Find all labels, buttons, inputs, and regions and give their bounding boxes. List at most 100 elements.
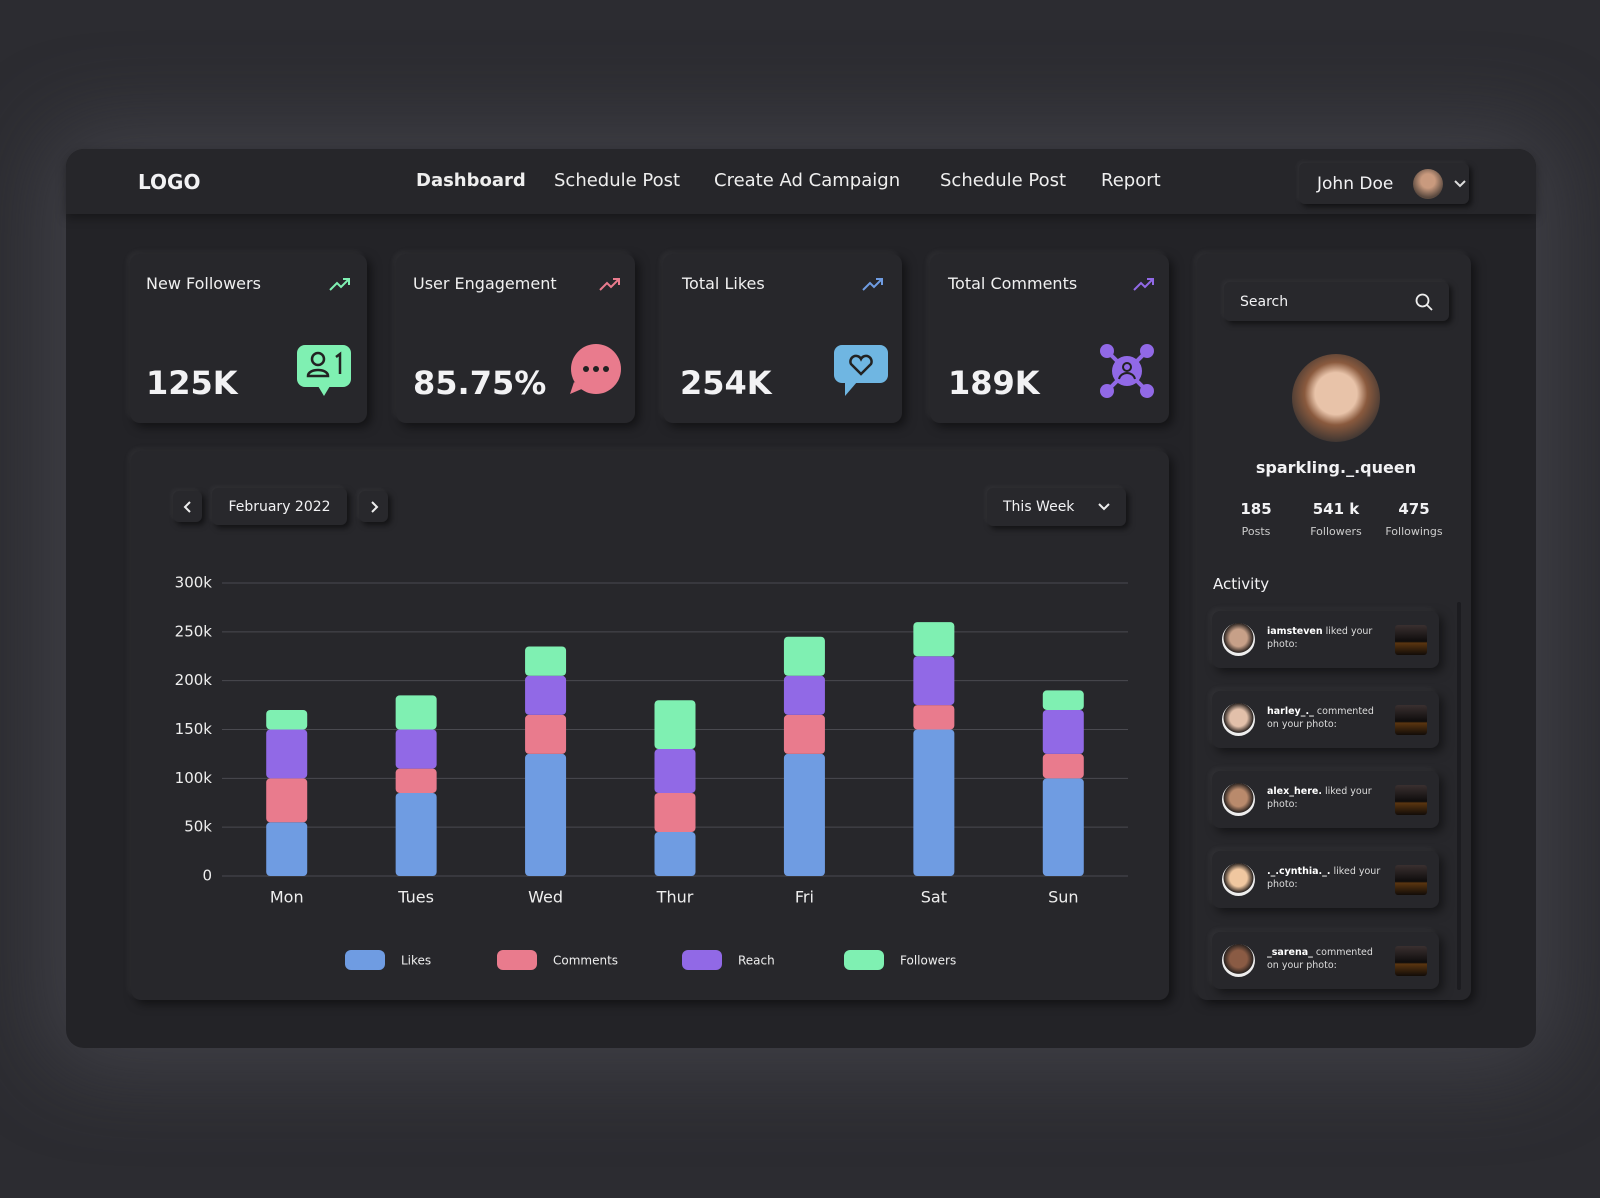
- bar-segment: [783, 714, 825, 754]
- prev-button[interactable]: [173, 491, 202, 522]
- y-tick-label: 150k: [175, 720, 213, 738]
- activity-avatar: [1222, 703, 1255, 736]
- bar-segment: [783, 753, 825, 876]
- bar-segment: [1042, 709, 1084, 754]
- x-tick-label: Mon: [270, 888, 304, 907]
- stat-value: 125K: [146, 364, 238, 402]
- bar-segment: [783, 636, 825, 676]
- range-label: This Week: [1003, 499, 1075, 515]
- stat-value: 85.75%: [413, 364, 547, 402]
- bar-segment: [1042, 778, 1084, 876]
- bar-segment: [395, 729, 437, 769]
- next-button[interactable]: [359, 491, 388, 522]
- trend-icon: [862, 278, 883, 291]
- activity-user: _sarena_: [1267, 947, 1313, 958]
- nav-item[interactable]: Create Ad Campaign: [714, 170, 901, 191]
- bar-segment: [266, 709, 308, 730]
- stat-title: Total Likes: [682, 274, 765, 293]
- trend-icon: [1133, 278, 1154, 291]
- activity-avatar: [1222, 944, 1255, 977]
- activity-item[interactable]: ._.cynthia._. liked your photo:: [1212, 851, 1439, 908]
- header: [66, 149, 1536, 214]
- y-tick-label: 100k: [175, 769, 213, 787]
- activity-user: harley_._: [1267, 706, 1314, 717]
- range-select[interactable]: This Week: [987, 488, 1126, 526]
- activity-photo: [1395, 625, 1427, 655]
- stat-card: User Engagement 85.75%: [396, 254, 635, 423]
- bar-segment: [525, 675, 567, 715]
- user-name: John Doe: [1317, 173, 1394, 194]
- activity-user: ._.cynthia._.: [1267, 866, 1331, 877]
- bar-segment: [913, 622, 955, 657]
- bar-segment: [913, 729, 955, 876]
- bar-segment: [654, 832, 696, 876]
- y-tick-label: 200k: [175, 671, 213, 689]
- activity-action: liked your photo:: [1267, 626, 1373, 650]
- bar-segment: [1042, 690, 1084, 710]
- chevron: [1454, 179, 1467, 187]
- bar-segment: [525, 753, 567, 876]
- nav-item[interactable]: Schedule Post: [940, 170, 1067, 191]
- bar-segment: [654, 749, 696, 793]
- activity-item[interactable]: harley_._ commented on your photo:: [1212, 691, 1439, 748]
- legend-label: Reach: [738, 954, 775, 968]
- profile-stat: 475: [1398, 500, 1430, 518]
- bar-segment: [395, 792, 437, 876]
- bar-segment: [266, 822, 308, 876]
- profile-stat-label: Posts: [1241, 525, 1271, 538]
- activity-item[interactable]: alex_here. liked your photo:: [1212, 771, 1439, 828]
- stat-card: Total Comments 189K: [930, 254, 1169, 423]
- bar-segment: [395, 768, 437, 793]
- stat-value: 254K: [680, 364, 772, 402]
- search-icon: [1415, 293, 1433, 311]
- stat-icon: [297, 345, 351, 396]
- activity-title: Activity: [1213, 575, 1270, 593]
- bar-segment: [395, 695, 437, 730]
- stat-value: 189K: [948, 364, 1040, 402]
- activity-photo: [1395, 946, 1427, 976]
- profile-stat-label: Followings: [1385, 525, 1443, 538]
- activity-action: liked your photo:: [1267, 866, 1381, 890]
- activity-avatar: [1222, 783, 1255, 816]
- profile-avatar: [1292, 354, 1380, 442]
- scrollbar: [1457, 602, 1461, 990]
- activity-user: alex_here.: [1267, 786, 1322, 797]
- nav-item[interactable]: Dashboard: [416, 170, 526, 191]
- stat-card: New Followers 125K: [130, 254, 367, 423]
- stat-icon: [834, 345, 888, 396]
- activity-action: commented on your photo:: [1267, 706, 1374, 730]
- bar-segment: [266, 729, 308, 779]
- profile-name: sparkling._.queen: [1255, 458, 1417, 477]
- y-tick-label: 250k: [175, 622, 213, 640]
- nav-item[interactable]: Schedule Post: [554, 170, 681, 191]
- legend-swatch: [345, 950, 385, 970]
- activity-item[interactable]: iamsteven liked your photo:: [1212, 611, 1439, 668]
- nav-item[interactable]: Report: [1101, 170, 1161, 191]
- stat-icon: [570, 344, 621, 394]
- chevron: [1098, 503, 1110, 511]
- bar-segment: [525, 646, 567, 676]
- stat-title: New Followers: [146, 274, 261, 293]
- activity-item[interactable]: _sarena_ commented on your photo:: [1212, 932, 1439, 989]
- legend-label: Followers: [900, 954, 956, 968]
- activity-avatar: [1222, 863, 1255, 896]
- search-box[interactable]: Search: [1224, 282, 1449, 321]
- user-avatar: [1413, 168, 1444, 199]
- x-tick-label: Sun: [1048, 888, 1078, 907]
- activity-text: iamsteven liked your photo:: [1267, 625, 1387, 651]
- search-placeholder: Search: [1240, 293, 1289, 310]
- activity-avatar: [1222, 623, 1255, 656]
- y-tick-label: 50k: [184, 818, 212, 836]
- stat-icon: [1100, 344, 1154, 398]
- x-tick-label: Wed: [528, 888, 563, 907]
- logo[interactable]: LOGO: [138, 170, 201, 194]
- x-tick-label: Thur: [656, 888, 694, 907]
- user-menu[interactable]: John Doe: [1299, 163, 1469, 204]
- stat-title: User Engagement: [413, 274, 557, 293]
- bar-segment: [654, 792, 696, 833]
- activity-text: alex_here. liked your photo:: [1267, 785, 1387, 811]
- activity-text: ._.cynthia._. liked your photo:: [1267, 865, 1387, 891]
- legend-label: Comments: [553, 954, 618, 968]
- bar-segment: [525, 714, 567, 754]
